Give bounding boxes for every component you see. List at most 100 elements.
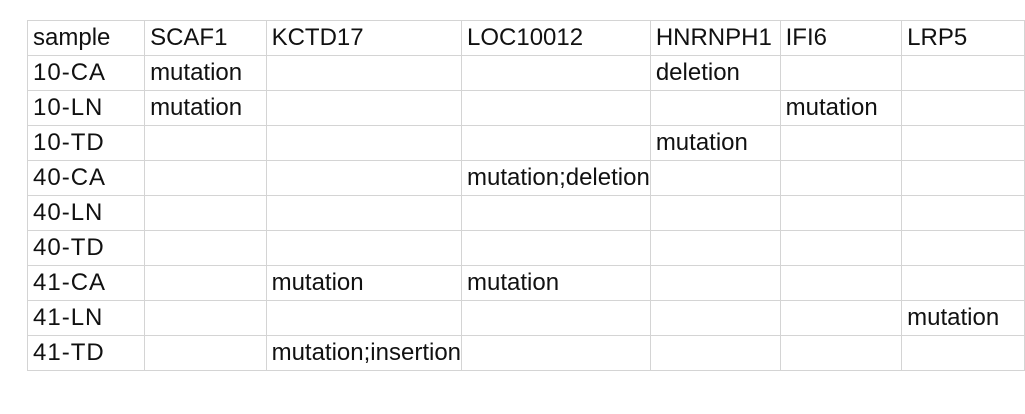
table-cell[interactable]: [144, 265, 267, 301]
table-cell[interactable]: [901, 335, 1025, 371]
table-cell[interactable]: [144, 195, 267, 231]
cell-text: IFI6: [785, 24, 827, 51]
table-cell[interactable]: [265, 125, 463, 161]
table-cell[interactable]: [779, 300, 903, 336]
sample-cell[interactable]: 10-LN: [26, 90, 146, 126]
cell-text: 40-CA: [33, 164, 107, 191]
sample-cell[interactable]: 40-LN: [26, 195, 146, 231]
cell-text: SCAF1: [150, 24, 228, 51]
table-cell[interactable]: [901, 90, 1025, 126]
table-cell[interactable]: [901, 55, 1025, 91]
table-cell[interactable]: [779, 265, 903, 301]
table-cell[interactable]: mutation: [144, 55, 267, 91]
table-cell[interactable]: [779, 55, 903, 91]
table-row: 10-LN mutation mutation: [26, 90, 1025, 126]
table-cell[interactable]: [649, 300, 781, 336]
cell-text: 10-TD: [33, 129, 105, 156]
table-row: 41-LN mutation: [26, 300, 1025, 336]
sample-cell[interactable]: 40-CA: [26, 160, 146, 196]
table-cell[interactable]: [649, 195, 781, 231]
table-row: 41-TD mutation;insertion: [26, 335, 1025, 371]
table-cell[interactable]: mutation: [649, 125, 781, 161]
table-cell[interactable]: [901, 160, 1025, 196]
cell-text: mutation;deletion: [467, 164, 650, 191]
table-row: 41-CA mutation mutation: [26, 265, 1025, 301]
cell-text: 41-CA: [33, 269, 107, 296]
table-cell[interactable]: [461, 300, 651, 336]
table-cell[interactable]: mutation: [144, 90, 267, 126]
table-cell[interactable]: [901, 265, 1025, 301]
header-cell[interactable]: LRP5: [901, 20, 1025, 56]
table-cell[interactable]: [461, 55, 651, 91]
table-cell[interactable]: [649, 90, 781, 126]
cell-text: 40-LN: [33, 199, 104, 226]
cell-text: mutation: [785, 94, 878, 121]
table-cell[interactable]: [144, 125, 267, 161]
table-cell[interactable]: [265, 195, 463, 231]
table-cell[interactable]: [901, 230, 1025, 266]
table-cell[interactable]: [649, 335, 781, 371]
table-cell[interactable]: [144, 300, 267, 336]
cell-text: HNRNPH1: [655, 24, 772, 51]
cell-text: LOC10012: [467, 24, 584, 51]
table-cell[interactable]: [461, 90, 651, 126]
sample-cell[interactable]: 10-CA: [26, 55, 146, 91]
table-cell[interactable]: mutation: [779, 90, 903, 126]
header-cell[interactable]: IFI6: [779, 20, 903, 56]
table-cell[interactable]: [144, 160, 267, 196]
table-cell[interactable]: [649, 230, 781, 266]
header-cell[interactable]: SCAF1: [144, 20, 267, 56]
cell-text: sample: [33, 24, 111, 51]
table-cell[interactable]: mutation: [461, 265, 651, 301]
table-cell[interactable]: [649, 265, 781, 301]
table-cell[interactable]: [779, 230, 903, 266]
table-cell[interactable]: [265, 160, 463, 196]
table-cell[interactable]: [779, 195, 903, 231]
sample-cell[interactable]: 40-TD: [26, 230, 146, 266]
table-cell[interactable]: [265, 230, 463, 266]
cell-text: mutation: [655, 129, 748, 156]
cell-text: 41-LN: [33, 304, 104, 331]
table-cell[interactable]: [779, 160, 903, 196]
table-cell[interactable]: [461, 195, 651, 231]
sample-cell[interactable]: 41-LN: [26, 300, 146, 336]
sample-cell[interactable]: 41-TD: [26, 335, 146, 371]
table-cell[interactable]: [779, 335, 903, 371]
cell-text: mutation: [907, 304, 1000, 331]
table-row: 40-CA mutation;deletion: [26, 160, 1025, 196]
sample-cell[interactable]: 41-CA: [26, 265, 146, 301]
table-cell[interactable]: [461, 335, 651, 371]
table-cell[interactable]: [144, 335, 267, 371]
cell-text: mutation: [150, 59, 243, 86]
table-cell[interactable]: [649, 160, 781, 196]
table-row: 10-CA mutation deletion: [26, 55, 1025, 91]
table-cell[interactable]: mutation: [901, 300, 1025, 336]
header-row: sample SCAF1 KCTD17 LOC10012 HNRNPH1 IFI6 LRP5: [26, 20, 1025, 56]
sample-cell[interactable]: 10-TD: [26, 125, 146, 161]
table-cell[interactable]: deletion: [649, 55, 781, 91]
cell-text: 10-CA: [33, 59, 107, 86]
table-cell[interactable]: [265, 300, 463, 336]
header-cell[interactable]: LOC10012: [461, 20, 651, 56]
table-cell[interactable]: [461, 230, 651, 266]
cell-text: 10-LN: [33, 94, 104, 121]
table-cell[interactable]: [144, 230, 267, 266]
table-cell[interactable]: mutation: [265, 265, 463, 301]
header-cell[interactable]: KCTD17: [265, 20, 463, 56]
table-cell[interactable]: mutation;deletion: [461, 160, 651, 196]
table-cell[interactable]: [779, 125, 903, 161]
table-cell[interactable]: [901, 195, 1025, 231]
table-cell[interactable]: [265, 90, 463, 126]
table-cell[interactable]: mutation;insertion: [265, 335, 463, 371]
cell-text: mutation: [467, 269, 560, 296]
header-cell[interactable]: sample: [26, 20, 146, 56]
table-row: 10-TD mutation: [26, 125, 1025, 161]
table-cell[interactable]: [901, 125, 1025, 161]
table-cell[interactable]: [461, 125, 651, 161]
header-cell[interactable]: HNRNPH1: [649, 20, 781, 56]
spreadsheet: sample SCAF1 KCTD17 LOC10012 HNRNPH1 IFI6 LRP5…: [26, 20, 1025, 371]
table-row: 40-TD: [26, 230, 1025, 266]
table-cell[interactable]: [265, 55, 463, 91]
cell-text: mutation: [150, 94, 243, 121]
cell-text: mutation;insertion: [271, 339, 462, 366]
